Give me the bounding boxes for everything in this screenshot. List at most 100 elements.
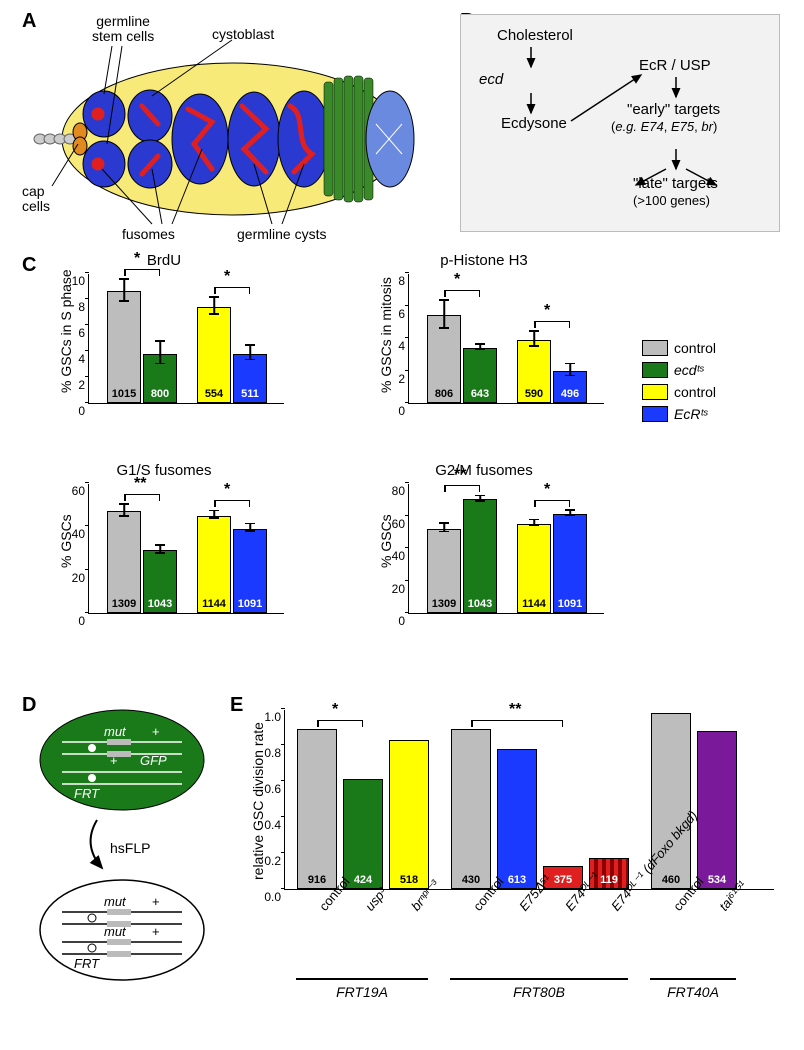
ytick: 6	[398, 307, 405, 321]
chart-brdu: BrdU02468101015800554511**% GSCs in S ph…	[44, 254, 284, 434]
pb-late: "late" targets	[633, 175, 718, 192]
ytick: 0	[398, 404, 405, 418]
bar-n: 1015	[108, 388, 140, 400]
label-fusomes: fusomes	[122, 226, 175, 242]
ytick: 2	[78, 378, 85, 392]
plot-area: 02468101015800554511**	[88, 274, 284, 404]
chart-g2m: G2/M fusomes0204060801309104311441091***…	[364, 464, 604, 644]
bar-e: 916	[297, 729, 337, 889]
bar-n: 430	[452, 874, 490, 886]
ylabel-e: relative GSC division rate	[250, 722, 266, 880]
pb-ecd-gene: ecd	[479, 71, 503, 88]
bar-n: 1144	[518, 598, 550, 610]
legend-label: control	[674, 384, 716, 400]
bar: 554	[197, 307, 231, 403]
bar-n: 1309	[428, 598, 460, 610]
bar-n: 460	[652, 874, 690, 886]
legend-swatch	[642, 406, 668, 422]
panel-c: BrdU02468101015800554511**% GSCs in S ph…	[22, 254, 782, 674]
ytick: 20	[72, 571, 85, 585]
sig-bracket	[124, 269, 160, 270]
legend-swatch	[642, 362, 668, 378]
group-label: FRT19A	[296, 984, 428, 1000]
bar-n: 800	[144, 388, 176, 400]
group-label: FRT40A	[650, 984, 736, 1000]
bar: 511	[233, 354, 267, 403]
sig-star: **	[134, 475, 146, 493]
legend-label: EcRᵗˢ	[674, 406, 708, 422]
legend-row: ecdᵗˢ	[642, 362, 792, 378]
bar-n: 511	[234, 388, 266, 400]
pd-plus4: +	[152, 924, 160, 939]
sig-bracket	[317, 720, 363, 721]
bar-e: 534	[697, 731, 737, 889]
bar-n: 1043	[144, 598, 176, 610]
sig-bracket	[124, 494, 160, 495]
bar-n: 1144	[198, 598, 230, 610]
ytick: 0.0	[264, 890, 281, 904]
bar-n: 1043	[464, 598, 496, 610]
label-cysts: germline cysts	[237, 226, 326, 242]
sig-star: *	[224, 268, 230, 286]
ytick: 0.8	[264, 746, 281, 760]
bar: 643	[463, 348, 497, 403]
bar-n: 1309	[108, 598, 140, 610]
group-label: FRT80B	[450, 984, 628, 1000]
sig-star: *	[454, 271, 460, 289]
bar-n: 806	[428, 388, 460, 400]
legend-label: control	[674, 340, 716, 356]
pb-ecdysone: Ecdysone	[501, 115, 567, 132]
legend-row: control	[642, 384, 792, 400]
bar-e: 518	[389, 740, 429, 889]
sig-star: *	[332, 701, 338, 719]
pd-mut1: mut	[104, 724, 126, 739]
pb-recep: EcR / USP	[639, 57, 711, 74]
sig-star: *	[134, 250, 140, 268]
ytick: 4	[78, 352, 85, 366]
ylabel: % GSCs in mitosis	[378, 277, 394, 393]
ylabel: % GSCs in S phase	[58, 270, 74, 394]
label-cap: cap cells	[22, 184, 50, 215]
legend-row: EcRᵗˢ	[642, 406, 792, 422]
chart-ph3: p-Histone H302468806643590496**% GSCs in…	[364, 254, 604, 434]
pb-early-sub: (e.g. E74, E75, br)	[611, 119, 717, 134]
ylabel: % GSCs	[378, 515, 394, 569]
chart-title: G2/M fusomes	[364, 462, 604, 479]
sig-bracket	[471, 720, 563, 721]
ytick: 8	[78, 300, 85, 314]
ytick: 0	[398, 614, 405, 628]
chart-title: p-Histone H3	[364, 252, 604, 269]
bar-n: 916	[298, 874, 336, 886]
ytick: 20	[392, 582, 405, 596]
pd-mut2: mut	[104, 894, 126, 909]
bar: 1043	[463, 499, 497, 613]
bar-n: 643	[464, 388, 496, 400]
bar: 590	[517, 340, 551, 403]
bar-n: 1091	[234, 598, 266, 610]
pd-plus2: +	[110, 753, 118, 768]
bar: 806	[427, 315, 461, 403]
legend-row: control	[642, 340, 792, 356]
bar-n: 554	[198, 388, 230, 400]
bar: 1144	[517, 524, 551, 613]
bar-e: 430	[451, 729, 491, 889]
bar: 1043	[143, 550, 177, 613]
pd-hsflp: hsFLP	[110, 840, 150, 856]
pb-early: "early" targets	[627, 101, 720, 118]
bar-e: 613	[497, 749, 537, 889]
panel-d: mut + + GFP FRT hsFLP mut + mut + FRT	[22, 700, 222, 1020]
sig-star: **	[509, 701, 521, 719]
sig-star: *	[224, 481, 230, 499]
bar-n: 590	[518, 388, 550, 400]
bar-n: 496	[554, 388, 586, 400]
panel-b: Cholesterol ecd Ecdysone EcR / USP "earl…	[460, 14, 780, 232]
bar: 1309	[427, 529, 461, 614]
germarium-diagram	[22, 14, 422, 244]
ytick: 0	[78, 614, 85, 628]
chart-g1s: G1/S fusomes02040601309104311441091***% …	[44, 464, 284, 644]
sig-bracket	[534, 500, 570, 501]
sig-star: **	[454, 466, 466, 484]
sig-star: *	[544, 302, 550, 320]
sig-star: *	[544, 481, 550, 499]
legend-label: ecdᵗˢ	[674, 362, 704, 378]
